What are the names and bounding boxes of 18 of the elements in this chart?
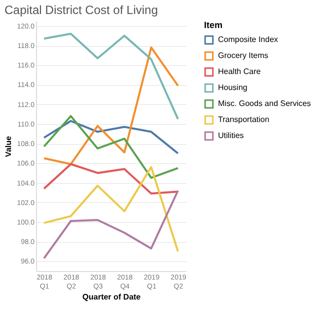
- line-series: [43, 32, 179, 120]
- chart-title: Capital District Cost of Living: [4, 3, 158, 17]
- line-series: [43, 190, 179, 260]
- line-series: [43, 46, 179, 166]
- legend-label: Grocery Items: [218, 51, 268, 60]
- line-series: [43, 115, 179, 179]
- legend-label: Health Care: [218, 67, 262, 76]
- legend-label: Utilities: [218, 131, 244, 140]
- x-axis-title: Quarter of Date: [82, 292, 142, 302]
- line-series: [43, 163, 179, 195]
- legend-label: Misc. Goods and Services: [218, 99, 311, 108]
- y-axis-title: Value: [4, 136, 13, 157]
- legend-label: Transportation: [218, 115, 270, 124]
- legend-label: Housing: [218, 83, 248, 92]
- legend-label: Composite Index: [218, 35, 278, 44]
- line-series: [43, 120, 179, 154]
- line-series: [43, 166, 179, 252]
- legend-title: Item: [204, 20, 223, 30]
